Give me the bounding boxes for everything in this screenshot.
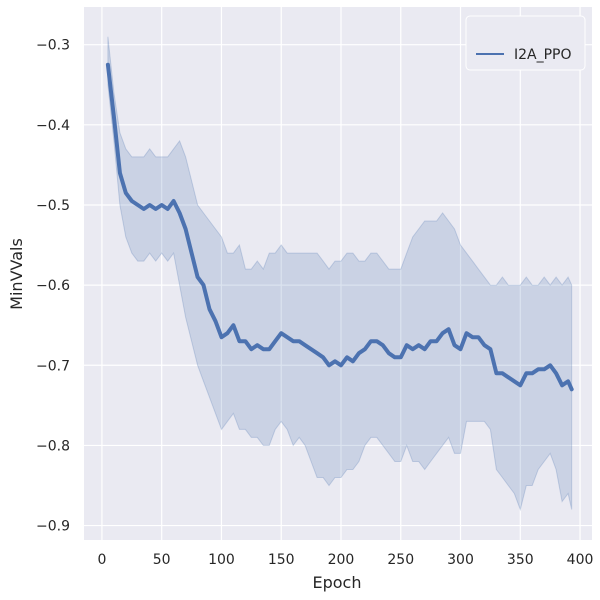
x-tick-label: 50 (153, 552, 171, 568)
legend-box (465, 15, 586, 71)
x-tick-label: 100 (208, 552, 235, 568)
y-axis-ticks: −0.3 −0.4 −0.5 −0.6 −0.7 −0.8 −0.9 (36, 38, 70, 535)
legend-label: I2A_PPO (514, 47, 572, 63)
plot-background (84, 7, 592, 540)
x-tick-label: 0 (97, 552, 106, 568)
series-line-i2a-ppo (105, 62, 574, 392)
x-axis-label: Epoch (313, 573, 362, 592)
x-tick-label: 150 (268, 552, 295, 568)
y-tick-label: −0.7 (36, 358, 70, 374)
confidence-band (107, 36, 573, 512)
y-tick-label: −0.6 (36, 278, 70, 294)
legend: I2A_PPO (465, 15, 586, 71)
y-tick-label: −0.3 (36, 38, 70, 54)
y-tick-label: −0.4 (36, 118, 70, 134)
x-axis-ticks: 0 50 100 150 200 250 300 350 400 (97, 552, 593, 568)
y-tick-label: −0.9 (36, 519, 70, 535)
y-tick-label: −0.8 (36, 438, 70, 454)
x-tick-label: 350 (507, 552, 534, 568)
x-tick-label: 300 (447, 552, 474, 568)
y-tick-label: −0.5 (36, 198, 70, 214)
y-axis-label: MinVVals (7, 238, 26, 310)
x-tick-label: 400 (567, 552, 594, 568)
x-tick-label: 200 (328, 552, 355, 568)
x-tick-label: 250 (387, 552, 414, 568)
